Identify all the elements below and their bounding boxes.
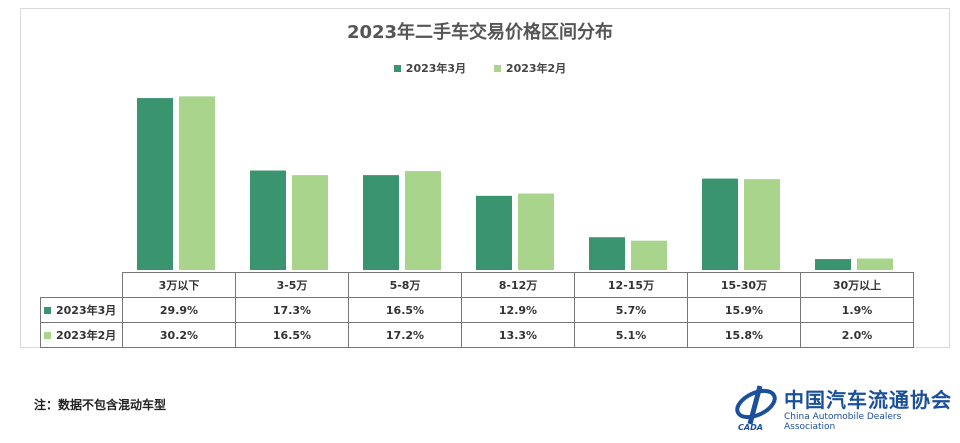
category-label: 12-15万 <box>574 272 688 298</box>
data-label: 5.7% <box>574 297 688 323</box>
bar-feb-5 <box>744 179 780 270</box>
data-label: 29.9% <box>122 297 236 323</box>
row-label: 2023年2月 <box>40 322 123 348</box>
cada-logo: CADA 中国汽车流通协会 China Automobile Dealers A… <box>732 382 952 432</box>
chart-frame <box>20 8 950 348</box>
data-label: 2.0% <box>800 322 914 348</box>
legend-label: 2023年2月 <box>505 62 567 75</box>
row-label: 2023年3月 <box>40 297 123 323</box>
series-name: 2023年2月 <box>56 329 117 342</box>
data-label: 15.8% <box>687 322 801 348</box>
bar-mar-1 <box>250 170 286 270</box>
legend-item-feb: 2023年2月 <box>493 60 567 76</box>
legend: 2023年3月 2023年2月 <box>0 60 960 76</box>
table-corner <box>40 272 123 298</box>
data-label: 13.3% <box>461 322 575 348</box>
category-label: 3-5万 <box>235 272 349 298</box>
cada-emblem-icon: CADA <box>735 385 777 432</box>
logo-text-cn: 中国汽车流通协会 <box>784 388 952 412</box>
data-label: 17.2% <box>348 322 462 348</box>
legend-swatch <box>393 65 401 72</box>
bar-feb-2 <box>405 171 441 270</box>
svg-text:CADA: CADA <box>738 423 763 432</box>
bar-mar-2 <box>363 175 399 270</box>
bar-feb-4 <box>631 240 667 270</box>
data-label: 1.9% <box>800 297 914 323</box>
bar-feb-0 <box>179 96 215 270</box>
data-label: 17.3% <box>235 297 349 323</box>
bar-feb-3 <box>518 193 554 270</box>
bar-mar-5 <box>702 178 738 270</box>
category-label: 3万以下 <box>122 272 236 298</box>
legend-swatch <box>44 307 51 314</box>
category-label: 5-8万 <box>348 272 462 298</box>
legend-label: 2023年3月 <box>405 62 467 75</box>
bar-mar-3 <box>476 195 512 270</box>
data-table: 3万以下 3-5万 5-8万 8-12万 12-15万 15-30万 30万以上 2023年3… <box>40 272 914 348</box>
bar-feb-6 <box>857 258 893 270</box>
legend-swatch <box>44 332 51 339</box>
category-label: 15-30万 <box>687 272 801 298</box>
logo-text-en: China Automobile Dealers Association <box>784 412 902 432</box>
data-label: 15.9% <box>687 297 801 323</box>
data-label: 16.5% <box>235 322 349 348</box>
category-label: 8-12万 <box>461 272 575 298</box>
category-label: 30万以上 <box>800 272 914 298</box>
series-name: 2023年3月 <box>56 304 117 317</box>
data-label: 5.1% <box>574 322 688 348</box>
bar-feb-1 <box>292 175 328 270</box>
data-label: 16.5% <box>348 297 462 323</box>
bar-mar-6 <box>815 259 851 270</box>
data-label: 30.2% <box>122 322 236 348</box>
table-row: 2023年2月 30.2% 16.5% 17.2% 13.3% 5.1% 15.8% 2.0% <box>40 322 914 348</box>
chart-title: 2023年二手车交易价格区间分布 <box>346 22 614 43</box>
legend-swatch <box>493 65 501 72</box>
table-row: 2023年3月 29.9% 17.3% 16.5% 12.9% 5.7% 15.9% 1.9% <box>40 297 914 323</box>
bar-mar-4 <box>589 237 625 270</box>
data-label: 12.9% <box>461 297 575 323</box>
bar-mar-0 <box>137 98 173 270</box>
legend-item-mar: 2023年3月 <box>393 60 467 76</box>
footnote: 注：数据不包含混动车型 <box>34 398 167 412</box>
